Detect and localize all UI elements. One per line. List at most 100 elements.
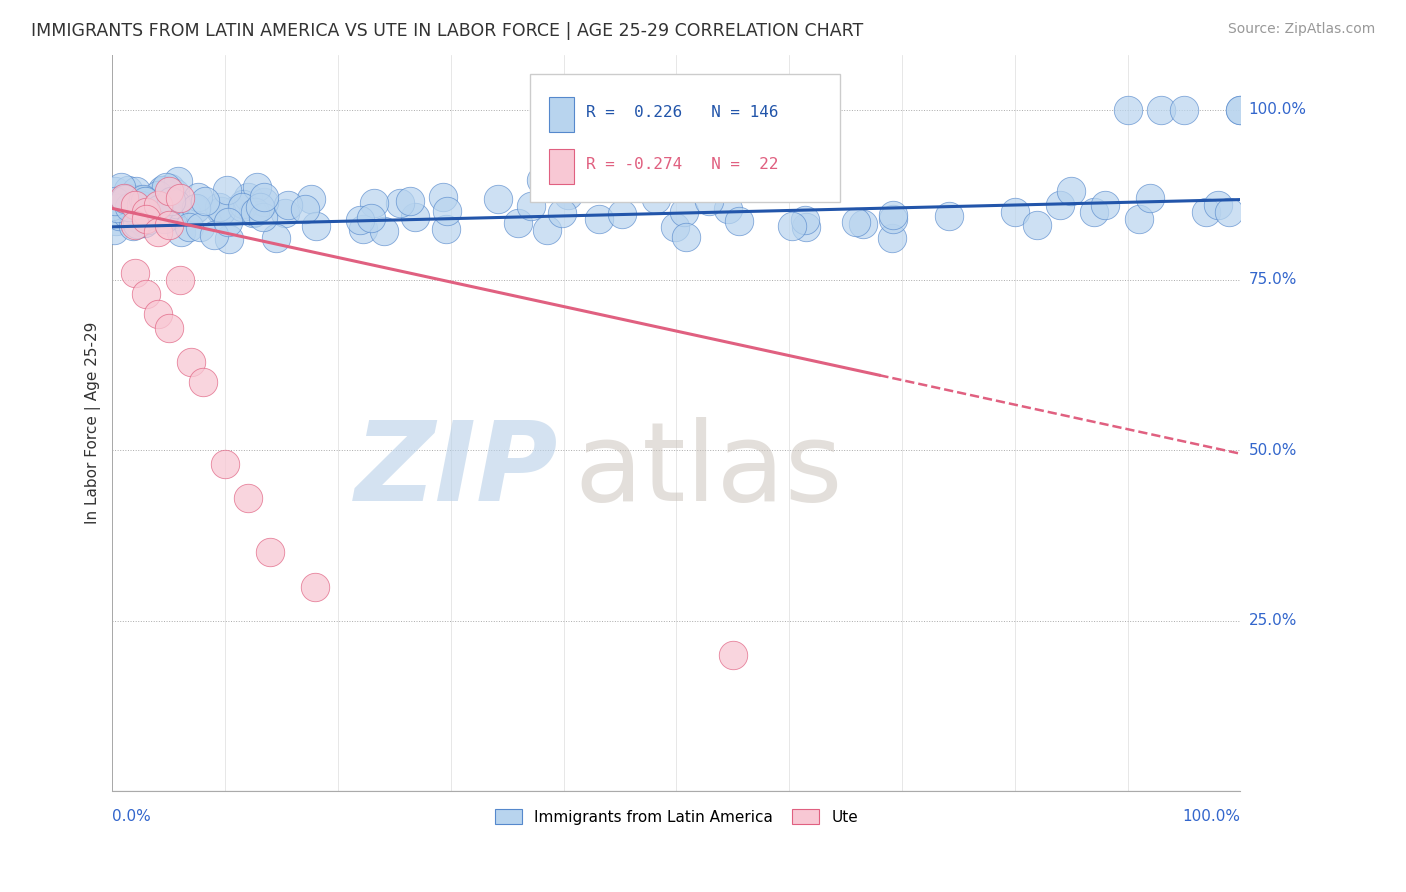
Point <box>160 194 183 208</box>
Point <box>152 183 174 197</box>
Point <box>202 228 225 243</box>
Point <box>150 183 173 197</box>
Point <box>249 200 271 214</box>
Point <box>645 192 668 206</box>
Point <box>588 211 610 226</box>
Point <box>129 198 152 212</box>
Point <box>149 196 172 211</box>
Point <box>157 185 180 199</box>
Point <box>208 200 231 214</box>
Point <box>721 648 744 662</box>
Point <box>728 214 751 228</box>
Point <box>132 216 155 230</box>
Point <box>122 202 145 216</box>
Point <box>305 219 328 233</box>
Point <box>232 197 254 211</box>
Point <box>231 200 253 214</box>
Point <box>135 204 157 219</box>
Point <box>159 180 181 194</box>
Point <box>277 198 299 212</box>
Text: R =  0.226   N = 146: R = 0.226 N = 146 <box>586 105 779 120</box>
Point <box>146 198 169 212</box>
Point <box>1083 204 1105 219</box>
Point <box>121 197 143 211</box>
Text: 25.0%: 25.0% <box>1249 613 1296 628</box>
Point <box>186 201 208 215</box>
Point <box>127 198 149 212</box>
Point <box>103 223 125 237</box>
Point <box>273 206 295 220</box>
Point <box>1139 191 1161 205</box>
Point <box>236 190 259 204</box>
Point <box>717 202 740 216</box>
Point <box>122 219 145 234</box>
Point <box>436 203 458 218</box>
Point <box>132 216 155 230</box>
Point <box>373 224 395 238</box>
Text: Source: ZipAtlas.com: Source: ZipAtlas.com <box>1227 22 1375 37</box>
Text: 100.0%: 100.0% <box>1182 809 1240 824</box>
Point <box>1128 211 1150 226</box>
Point <box>128 193 150 207</box>
Point <box>111 194 134 209</box>
Point <box>124 198 146 212</box>
Point <box>104 206 127 220</box>
Point <box>122 210 145 224</box>
Point <box>1150 103 1173 117</box>
Point <box>135 211 157 226</box>
Point <box>104 194 127 208</box>
Point <box>404 211 426 225</box>
Point <box>170 225 193 239</box>
Point <box>1004 204 1026 219</box>
Point <box>129 195 152 210</box>
Point <box>180 355 202 369</box>
Point <box>1173 103 1195 117</box>
Point <box>882 212 904 227</box>
Point <box>118 200 141 214</box>
Point <box>146 225 169 239</box>
Point <box>118 191 141 205</box>
Point <box>135 205 157 219</box>
Point <box>153 211 176 226</box>
Y-axis label: In Labor Force | Age 25-29: In Labor Force | Age 25-29 <box>86 322 101 524</box>
Point <box>129 193 152 207</box>
Point <box>146 188 169 202</box>
Point <box>157 207 180 221</box>
Text: IMMIGRANTS FROM LATIN AMERICA VS UTE IN LABOR FORCE | AGE 25-29 CORRELATION CHAR: IMMIGRANTS FROM LATIN AMERICA VS UTE IN … <box>31 22 863 40</box>
Point <box>352 222 374 236</box>
Point <box>124 266 146 280</box>
Point <box>127 202 149 217</box>
Point <box>169 273 191 287</box>
Text: 0.0%: 0.0% <box>112 809 152 824</box>
Point <box>530 172 553 186</box>
Point <box>122 200 145 214</box>
Point <box>432 190 454 204</box>
Point <box>610 207 633 221</box>
Point <box>142 194 165 208</box>
Point <box>434 222 457 236</box>
Text: R = -0.274   N =  22: R = -0.274 N = 22 <box>586 156 779 171</box>
Point <box>1229 103 1251 117</box>
Point <box>1116 103 1139 117</box>
Point <box>179 220 201 235</box>
Point <box>135 194 157 209</box>
Point <box>128 212 150 227</box>
Point <box>1206 198 1229 212</box>
Point <box>134 194 156 208</box>
Point <box>131 202 153 217</box>
Bar <box>548 97 574 132</box>
Point <box>882 208 904 222</box>
Point <box>252 210 274 224</box>
Point <box>183 202 205 216</box>
Point <box>938 209 960 223</box>
Point <box>1195 204 1218 219</box>
Point <box>162 207 184 221</box>
Point <box>294 202 316 217</box>
Point <box>174 205 197 219</box>
Point <box>157 219 180 233</box>
Point <box>782 219 804 233</box>
Point <box>108 209 131 223</box>
Point <box>218 231 240 245</box>
Point <box>1060 185 1083 199</box>
Point <box>304 580 326 594</box>
